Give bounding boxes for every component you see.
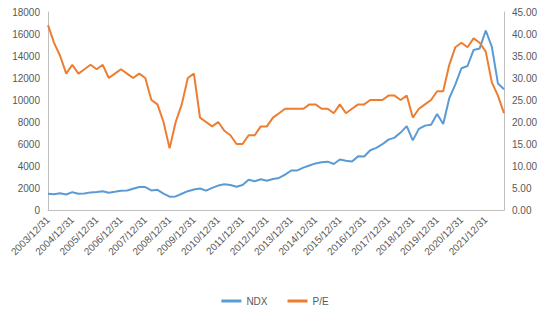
- svg-text:2004/12/31: 2004/12/31: [33, 214, 77, 258]
- svg-text:10000: 10000: [12, 95, 40, 106]
- svg-text:2009/12/31: 2009/12/31: [154, 214, 198, 258]
- svg-text:2008/12/31: 2008/12/31: [130, 214, 174, 258]
- svg-text:2016/12/31: 2016/12/31: [324, 214, 368, 258]
- svg-text:NDX: NDX: [246, 296, 267, 307]
- svg-text:10.00: 10.00: [512, 161, 537, 172]
- svg-text:2017/12/31: 2017/12/31: [349, 214, 393, 258]
- svg-text:30.00: 30.00: [512, 73, 537, 84]
- svg-text:14000: 14000: [12, 51, 40, 62]
- svg-text:2000: 2000: [18, 183, 41, 194]
- svg-text:2015/12/31: 2015/12/31: [300, 214, 344, 258]
- svg-text:35.00: 35.00: [512, 51, 537, 62]
- svg-text:12000: 12000: [12, 73, 40, 84]
- svg-text:2012/12/31: 2012/12/31: [227, 214, 271, 258]
- svg-text:2013/12/31: 2013/12/31: [252, 214, 296, 258]
- svg-text:2021/12/31: 2021/12/31: [447, 214, 490, 257]
- svg-text:40.00: 40.00: [512, 29, 537, 40]
- svg-text:20.00: 20.00: [512, 117, 537, 128]
- svg-text:2007/12/31: 2007/12/31: [106, 214, 150, 258]
- svg-text:2010/12/31: 2010/12/31: [179, 214, 223, 258]
- svg-text:6000: 6000: [18, 139, 41, 150]
- svg-text:8000: 8000: [18, 117, 41, 128]
- svg-text:2005/12/31: 2005/12/31: [57, 214, 101, 258]
- svg-text:16000: 16000: [12, 29, 40, 40]
- svg-text:5.00: 5.00: [512, 183, 532, 194]
- svg-text:0.00: 0.00: [512, 205, 532, 216]
- svg-text:2003/12/31: 2003/12/31: [8, 214, 52, 258]
- svg-text:2020/12/31: 2020/12/31: [422, 214, 466, 258]
- svg-text:15.00: 15.00: [512, 139, 537, 150]
- svg-text:2006/12/31: 2006/12/31: [81, 214, 125, 258]
- svg-text:P/E: P/E: [312, 296, 328, 307]
- svg-text:25.00: 25.00: [512, 95, 537, 106]
- svg-text:2014/12/31: 2014/12/31: [276, 214, 320, 258]
- svg-text:2011/12/31: 2011/12/31: [203, 214, 247, 257]
- svg-text:2019/12/31: 2019/12/31: [397, 214, 441, 258]
- svg-text:2018/12/31: 2018/12/31: [373, 214, 417, 258]
- svg-text:45.00: 45.00: [512, 7, 537, 18]
- svg-text:18000: 18000: [12, 7, 40, 18]
- svg-text:0: 0: [34, 205, 40, 216]
- svg-text:4000: 4000: [18, 161, 41, 172]
